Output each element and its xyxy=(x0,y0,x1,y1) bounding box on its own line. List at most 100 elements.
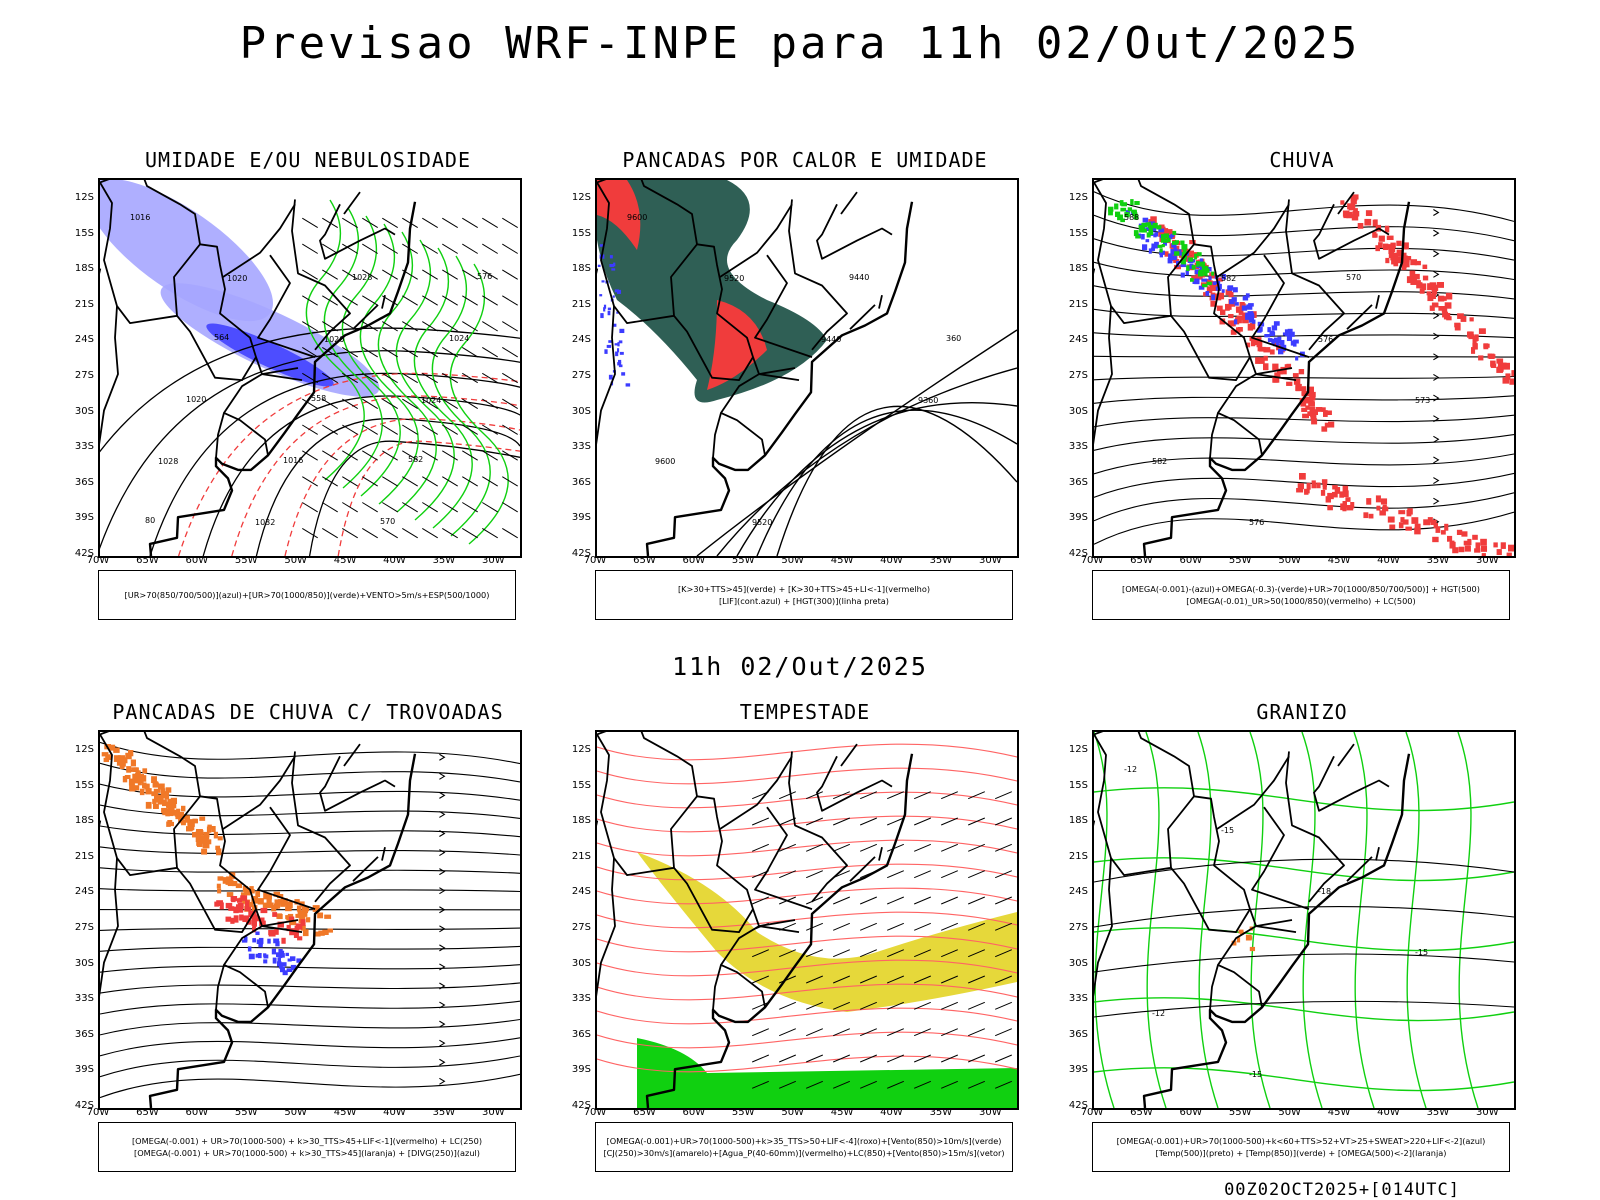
lat-label: 36S xyxy=(74,1028,94,1040)
border-line xyxy=(758,919,800,933)
lon-label: 70W xyxy=(86,555,110,566)
border-line xyxy=(840,191,858,215)
lon-label: 50W xyxy=(781,555,804,566)
main-title: Previsao WRF-INPE para 11h 02/Out/2025 xyxy=(239,18,1361,69)
panel-title-trovoadas: PANCADAS DE CHUVA C/ TROVOADAS xyxy=(112,700,504,724)
legend-line: [OMEGA(-0.001)-(azul)+OMEGA(-0.3)-(verde… xyxy=(1122,584,1480,594)
field-layer xyxy=(100,180,520,556)
border-line xyxy=(1313,755,1390,812)
lat-label: 27S xyxy=(74,922,94,933)
map-chuva: 588 582 576 573 582 576 570 xyxy=(1092,178,1516,558)
border-line xyxy=(712,964,722,1010)
legend-line: [CJ(250)>30m/s](amarelo)+[Agua_P(40-60mm… xyxy=(603,1148,1005,1158)
lon-label: 30W xyxy=(978,555,1002,566)
lat-label: 42S xyxy=(571,548,591,559)
lat-label: 30S xyxy=(571,957,591,969)
lon-label: 30W xyxy=(978,1107,1002,1118)
lon-label: 55W xyxy=(731,1107,755,1118)
contour-label: 582 xyxy=(408,455,423,464)
lon-label: 60W xyxy=(1179,555,1203,566)
lon-label: 50W xyxy=(781,1107,804,1118)
map-trovoadas xyxy=(98,730,522,1110)
temp850-green-lines xyxy=(1094,732,1514,1108)
border-line xyxy=(597,733,698,877)
wind850-vectors xyxy=(752,791,1012,1089)
border-line xyxy=(381,847,386,861)
lon-label: 30W xyxy=(481,555,505,566)
border-line xyxy=(1216,755,1290,830)
contour-label: 588 xyxy=(1124,213,1139,222)
map-canvas-trovoadas xyxy=(100,732,520,1108)
jet-yellow-area xyxy=(637,852,1017,1012)
border-line xyxy=(1313,203,1390,260)
lat-label: 24S xyxy=(1068,886,1088,898)
lat-label: 42S xyxy=(1068,548,1088,559)
contour-label: 576 xyxy=(1318,335,1333,344)
border-line xyxy=(597,858,616,997)
border-line xyxy=(1346,304,1373,330)
contour-label: 1020 xyxy=(186,395,206,404)
lon-label: 35W xyxy=(929,1107,953,1118)
border-line xyxy=(1285,751,1345,903)
lon-label: 45W xyxy=(333,555,357,566)
contour-label: 9440 xyxy=(821,335,841,344)
map-borders xyxy=(100,180,417,556)
lat-label: 24S xyxy=(74,886,94,898)
border-line xyxy=(719,203,793,278)
lon-label: 50W xyxy=(1278,555,1301,566)
lat-label: 12S xyxy=(571,192,591,203)
lat-label: 15S xyxy=(74,227,94,239)
lat-label: 21S xyxy=(1068,298,1088,310)
panel-title-pancadas-calor: PANCADAS POR CALOR E UMIDADE xyxy=(622,148,988,172)
border-line xyxy=(1209,412,1219,458)
humidity-upper-blue xyxy=(100,180,273,322)
legend-line: [UR>70(850/700/500)](azul)+[UR>70(1000/8… xyxy=(124,590,490,600)
border-line xyxy=(712,412,722,458)
lat-label: 15S xyxy=(571,779,591,791)
lat-label: 18S xyxy=(74,263,94,275)
border-line xyxy=(673,315,754,382)
border-line xyxy=(597,306,616,445)
border-line xyxy=(261,919,303,933)
border-line xyxy=(352,856,379,882)
contour-label: 573 xyxy=(1415,396,1430,405)
border-line xyxy=(261,367,303,381)
contour-label: 1028 xyxy=(158,457,178,466)
border-line xyxy=(291,199,351,351)
lon-label: 70W xyxy=(1080,555,1104,566)
lon-label: 70W xyxy=(1080,1107,1104,1118)
lat-label: 24S xyxy=(74,334,94,346)
border-line xyxy=(1170,867,1251,934)
legend-tempestade: [OMEGA(-0.001)+UR>70(1000-500)+k>35_TTS>… xyxy=(595,1122,1013,1172)
border-line xyxy=(816,203,893,260)
border-line xyxy=(176,867,257,934)
lat-label: 30S xyxy=(1068,405,1088,417)
lon-label: 65W xyxy=(633,555,656,566)
border-line xyxy=(754,806,813,910)
contour-label: 1016 xyxy=(283,456,303,465)
border-line xyxy=(849,304,876,330)
lat-label: 39S xyxy=(74,512,94,524)
lon-label: 70W xyxy=(86,1107,110,1118)
lon-label: 55W xyxy=(234,555,258,566)
lon-label: 30W xyxy=(1475,555,1499,566)
lon-label: 55W xyxy=(1228,555,1252,566)
map-pancadas-calor: 9600 9520 9440 9360 9600 9520 9440 360 xyxy=(595,178,1019,558)
border-line xyxy=(1375,295,1380,309)
border-line xyxy=(100,180,269,456)
legend-pancadas-calor: [K>30+TTS>45](verde) + [K>30+TTS>45+LI<-… xyxy=(595,570,1013,620)
contour-label: 558 xyxy=(311,394,326,403)
panel-title-granizo: GRANIZO xyxy=(1256,700,1348,724)
border-line xyxy=(1170,315,1251,382)
lat-label: 27S xyxy=(571,370,591,381)
lon-label: 65W xyxy=(633,1107,656,1118)
map-canvas-chuva: 588 582 576 573 582 576 570 xyxy=(1094,180,1514,556)
lat-label: 33S xyxy=(1068,993,1088,1005)
border-line xyxy=(222,203,296,278)
contour-labels: -12 -15 -18 -15 -12 -15 xyxy=(1124,765,1428,1079)
lat-label: 15S xyxy=(1068,779,1088,791)
lon-label: 30W xyxy=(1475,1107,1499,1118)
border-line xyxy=(1337,191,1355,215)
east-coastline xyxy=(148,201,417,556)
lat-label: 15S xyxy=(74,779,94,791)
